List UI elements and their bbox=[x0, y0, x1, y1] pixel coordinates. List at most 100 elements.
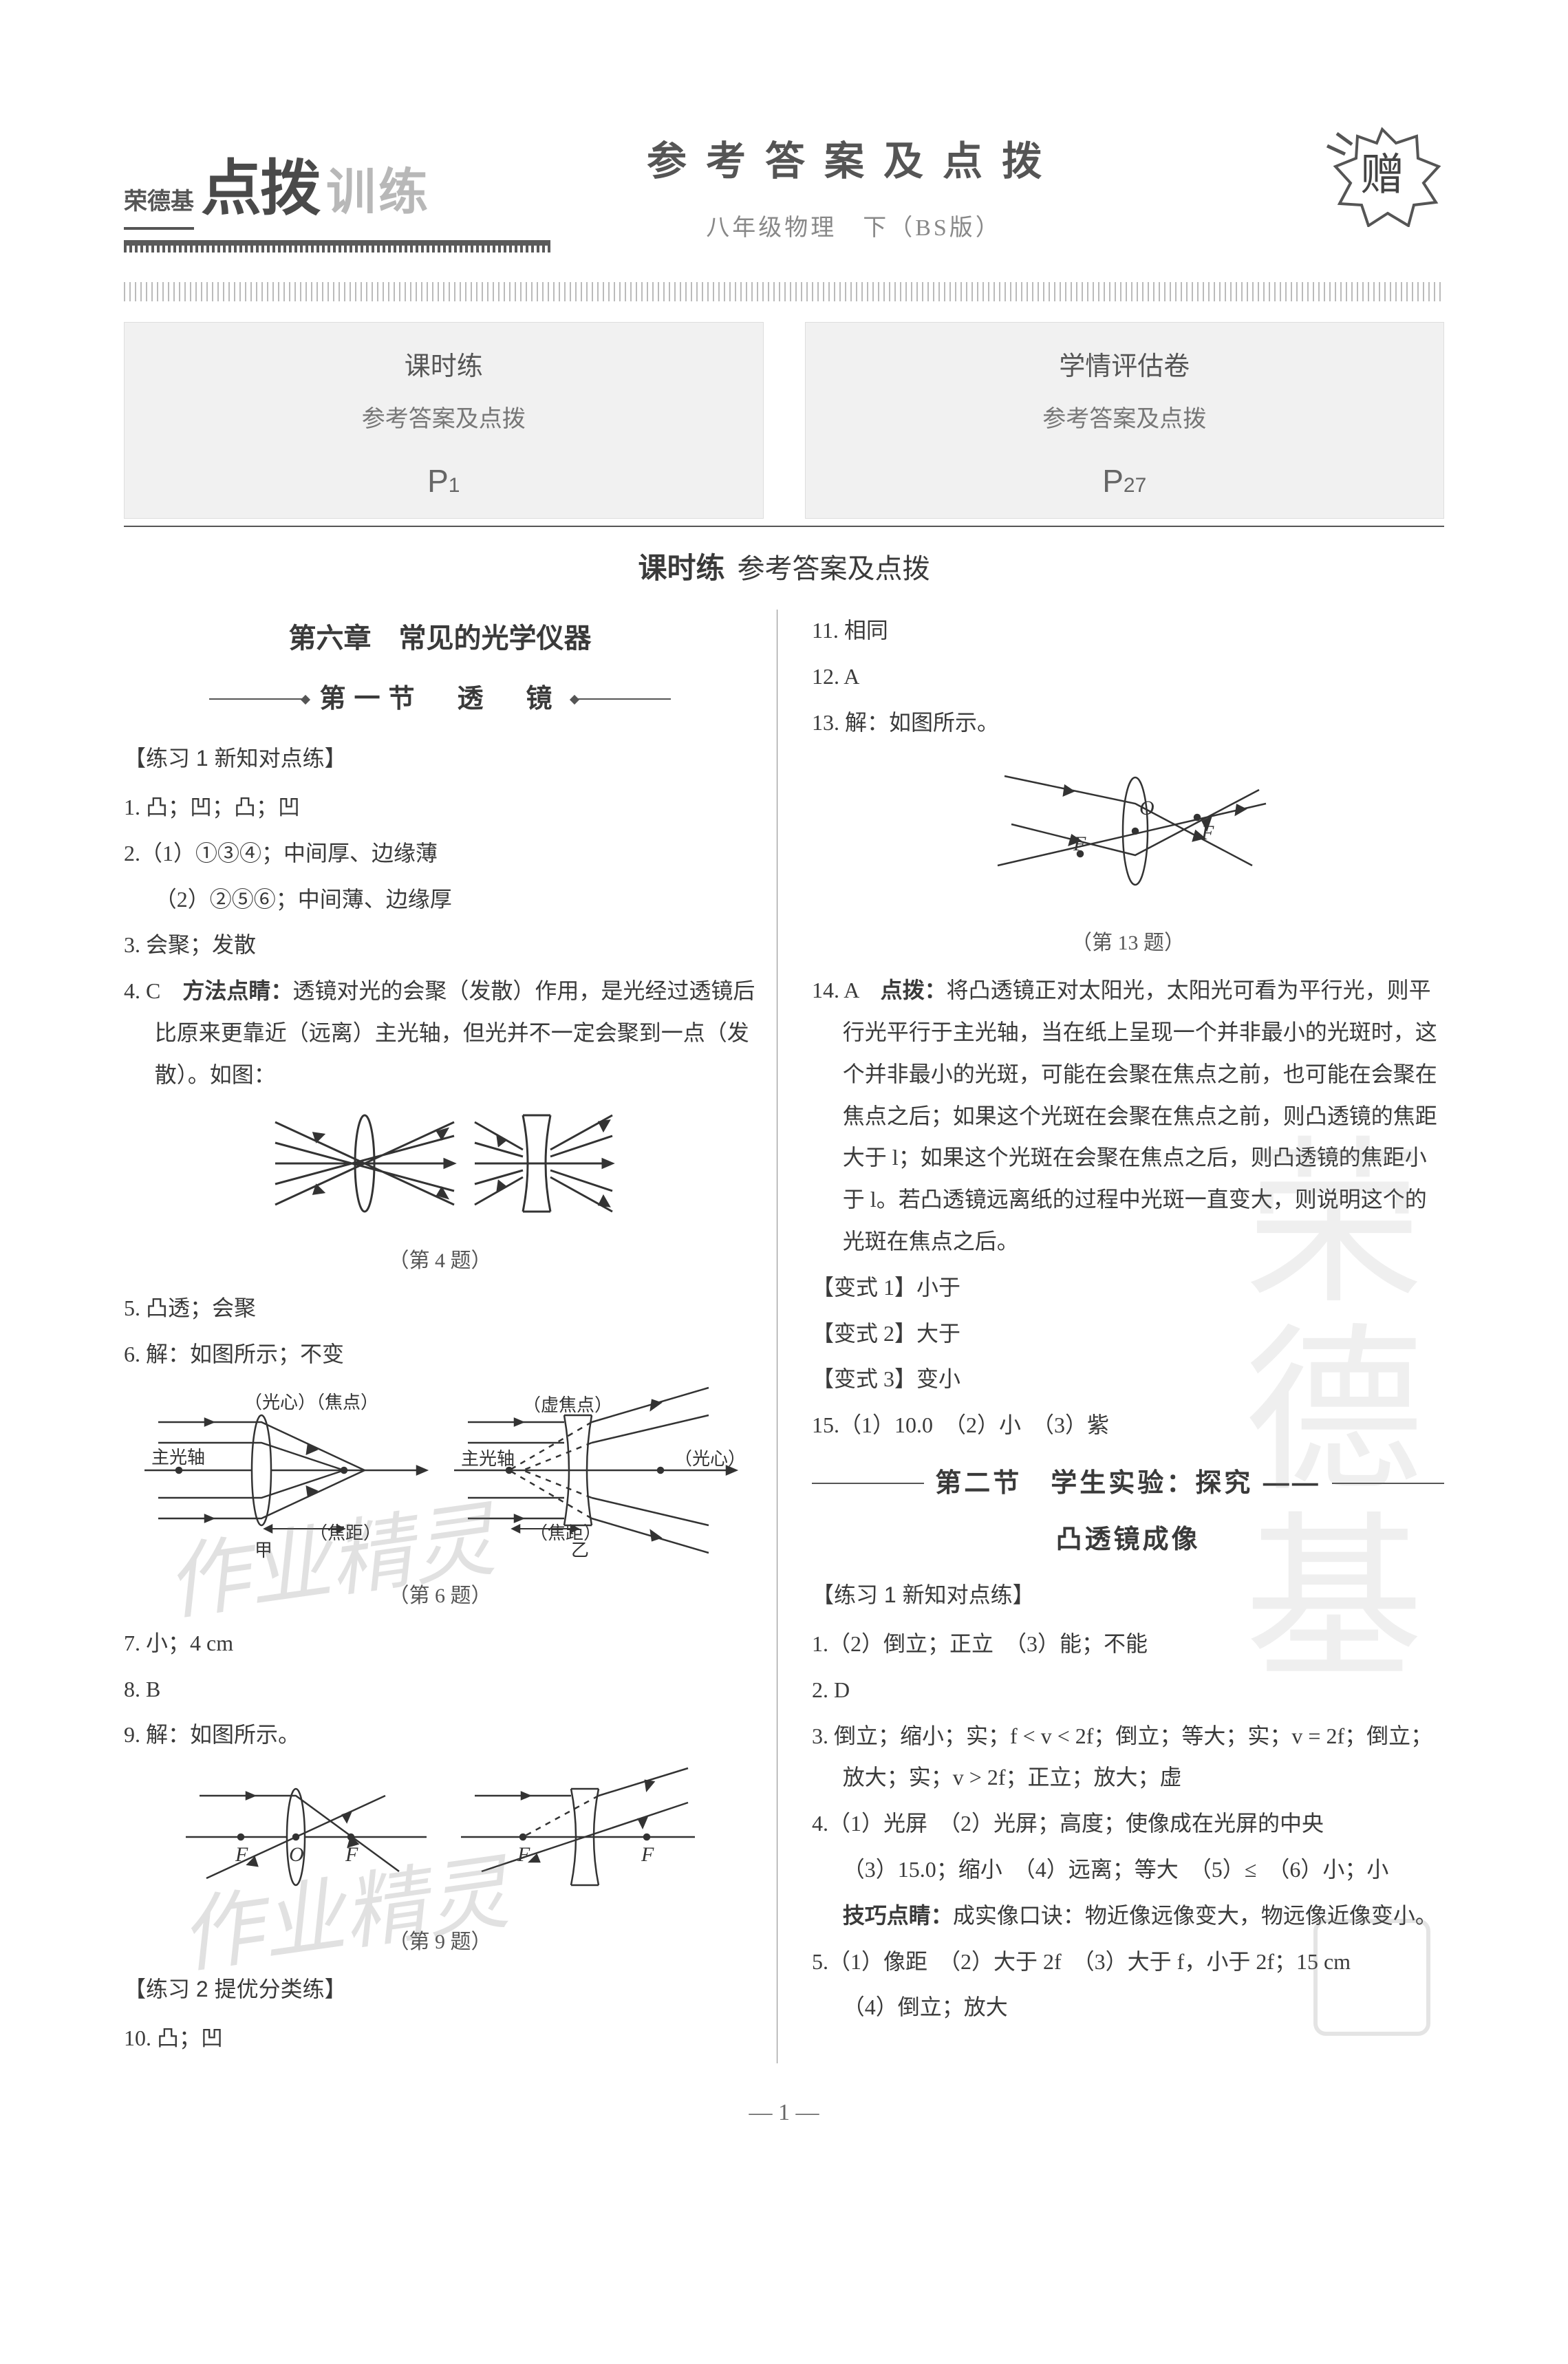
answer-3: 3. 会聚；发散 bbox=[124, 924, 756, 966]
block-label-2: 【练习 2 提优分类练】 bbox=[124, 1968, 756, 2010]
answer-2b: （2）②⑤⑥；中间薄、边缘厚 bbox=[124, 879, 756, 921]
decor-bar bbox=[1332, 1483, 1444, 1484]
svg-text:甲: 甲 bbox=[255, 1540, 272, 1560]
answer-4: 4. C 方法点睛：透镜对光的会聚（发散）作用，是光经过透镜后比原来更靠近（远离… bbox=[124, 970, 756, 1095]
answer-1: 1. 凸；凹；凸；凹 bbox=[124, 786, 756, 828]
figure-q4 bbox=[124, 1102, 756, 1239]
answer-10: 10. 凸；凹 bbox=[124, 2017, 756, 2059]
figure-q4-caption: （第 4 题） bbox=[124, 1241, 756, 1280]
left-column: 第六章 常见的光学仪器 第一节 透 镜 【练习 1 新知对点练】 1. 凸；凹；… bbox=[124, 610, 777, 2063]
chapter-title: 第六章 常见的光学仪器 bbox=[124, 612, 756, 665]
svg-text:主光轴: 主光轴 bbox=[151, 1448, 205, 1468]
answers-right-1: 11. 相同 12. A 13. 解：如图所示。 bbox=[812, 610, 1444, 743]
answer-13: 13. 解：如图所示。 bbox=[812, 702, 1444, 744]
answer-14-value: 14. A bbox=[812, 978, 881, 1002]
figure-q13: F O F bbox=[812, 749, 1444, 921]
svg-text:（光心）: （光心） bbox=[674, 1449, 743, 1469]
hint-label: 点拨： bbox=[881, 978, 947, 1002]
svg-text:F: F bbox=[1073, 832, 1086, 855]
answer-b2: 2. D bbox=[812, 1669, 1444, 1711]
tab-page-num: 27 bbox=[1124, 474, 1146, 497]
gift-stamp-icon: 赠 bbox=[1320, 124, 1444, 227]
answer-6-text: 6. 解：如图所示；不变 bbox=[124, 1342, 344, 1366]
header-banner: 荣德基 点拨 训练 参考答案及点拨 八年级物理 下（BS版） 赠 bbox=[124, 103, 1444, 255]
answer-2a: 2.（1）①③④；中间厚、边缘薄 bbox=[124, 832, 756, 874]
answer-11: 11. 相同 bbox=[812, 610, 1444, 652]
footer-page-number: — 1 — bbox=[124, 2091, 1444, 2136]
variant-1: 【变式 1】小于 bbox=[812, 1267, 1444, 1309]
tab-title: 学情评估卷 bbox=[806, 342, 1444, 391]
hint-text: 成实像口诀：物近像远像变大，物远像近像变小。 bbox=[953, 1903, 1437, 1928]
svg-text:F: F bbox=[345, 1843, 358, 1866]
figure-q6: 主光轴 （光心）（焦点） （焦距） 甲 bbox=[124, 1381, 756, 1573]
svg-text:F: F bbox=[235, 1843, 248, 1866]
section-2-title-l1: 第二节 学生实验：探究 —— bbox=[935, 1459, 1321, 1508]
answer-5: 5. 凸透；会聚 bbox=[124, 1287, 756, 1329]
answers-right-3: 1.（2）倒立；正立 （3）能；不能 2. D 3. 倒立；缩小；实；f < v… bbox=[812, 1623, 1444, 2028]
tab-page-prefix: P bbox=[427, 463, 449, 499]
brand-logo: 荣德基 bbox=[124, 180, 194, 230]
figure-q9-caption: （第 9 题） bbox=[124, 1922, 756, 1962]
section-2-divider: 第二节 学生实验：探究 —— bbox=[812, 1459, 1444, 1508]
tick-ruler bbox=[124, 282, 1444, 301]
tab-page-prefix: P bbox=[1102, 463, 1124, 499]
svg-text:O: O bbox=[1139, 797, 1154, 819]
answers-left-2: 5. 凸透；会聚 6. 解：如图所示；不变 bbox=[124, 1287, 756, 1375]
svg-text:（焦距）: （焦距） bbox=[530, 1523, 601, 1543]
tab-card-exam: 学情评估卷 参考答案及点拨 P27 bbox=[805, 322, 1445, 519]
figure-q9: F O F F bbox=[124, 1761, 756, 1920]
brand-title-sub: 训练 bbox=[326, 146, 431, 240]
block-label-r1: 【练习 1 新知对点练】 bbox=[812, 1574, 1444, 1616]
tab-subtitle: 参考答案及点拨 bbox=[806, 397, 1444, 442]
answer-4-value: 4. C bbox=[124, 978, 182, 1003]
section-heading-bold: 课时练 bbox=[638, 552, 724, 584]
svg-text:主光轴: 主光轴 bbox=[461, 1449, 515, 1469]
answer-b5-l1: 5.（1）像距 （2）大于 2f （3）大于 f，小于 2f；15 cm bbox=[812, 1941, 1444, 1983]
page-root: 荣德基 点拨 训练 参考答案及点拨 八年级物理 下（BS版） 赠 课时练 参考答… bbox=[0, 0, 1568, 2190]
svg-text:F: F bbox=[1201, 821, 1214, 844]
figure-q13-caption: （第 13 题） bbox=[812, 923, 1444, 963]
header-main: 参考答案及点拨 八年级物理 下（BS版） bbox=[647, 124, 1061, 251]
variant-2: 【变式 2】大于 bbox=[812, 1313, 1444, 1355]
answer-14: 14. A 点拨：将凸透镜正对太阳光，太阳光可看为平行光，则平行光平行于主光轴，… bbox=[812, 969, 1444, 1262]
answer-12: 12. A bbox=[812, 656, 1444, 698]
answer-7: 7. 小；4 cm bbox=[124, 1622, 756, 1664]
decor-bar bbox=[209, 698, 305, 700]
answer-b4-l2: （3）15.0；缩小 （4）远离；等大 （5）≤ （6）小；小 bbox=[812, 1849, 1444, 1891]
brand-underline bbox=[124, 240, 550, 252]
svg-text:（虚焦点）: （虚焦点） bbox=[523, 1395, 612, 1415]
svg-text:（焦距）: （焦距） bbox=[310, 1523, 381, 1543]
tab-card-lesson: 课时练 参考答案及点拨 P1 bbox=[124, 322, 764, 519]
block-label-1: 【练习 1 新知对点练】 bbox=[124, 738, 756, 780]
answers-left-3: 7. 小；4 cm 8. B 9. 解：如图所示。 bbox=[124, 1622, 756, 1756]
answer-b1: 1.（2）倒立；正立 （3）能；不能 bbox=[812, 1623, 1444, 1665]
section-heading: 课时练 参考答案及点拨 bbox=[124, 541, 1444, 596]
tab-title: 课时练 bbox=[125, 342, 763, 391]
hint-label: 技巧点睛： bbox=[843, 1903, 953, 1928]
section-heading-rest: 参考答案及点拨 bbox=[738, 554, 930, 584]
svg-text:O: O bbox=[289, 1843, 304, 1866]
section-2-title-l2: 凸透镜成像 bbox=[812, 1515, 1444, 1565]
answer-14-explain: 将凸透镜正对太阳光，太阳光可看为平行光，则平行光平行于主光轴，当在纸上呈现一个并… bbox=[843, 978, 1437, 1254]
tab-page: P27 bbox=[806, 451, 1444, 511]
answer-9: 9. 解：如图所示。 bbox=[124, 1714, 756, 1756]
right-column: 荣德基 11. 相同 12. A 13. 解：如图所示。 bbox=[805, 610, 1444, 2063]
tabs-row: 课时练 参考答案及点拨 P1 学情评估卷 参考答案及点拨 P27 bbox=[124, 322, 1444, 519]
answer-b5-l2: （4）倒立；放大 bbox=[812, 1986, 1444, 2028]
svg-text:（光心）（焦点）: （光心）（焦点） bbox=[244, 1393, 378, 1412]
section-1-title: 第一节 透 镜 bbox=[124, 674, 756, 724]
tab-page: P1 bbox=[125, 451, 763, 511]
header-sub-title: 八年级物理 下（BS版） bbox=[647, 206, 1061, 251]
figure-q6-caption: （第 6 题） bbox=[124, 1576, 756, 1615]
answer-6: 6. 解：如图所示；不变 bbox=[124, 1333, 756, 1375]
svg-text:F: F bbox=[517, 1843, 530, 1866]
tab-page-num: 1 bbox=[449, 474, 460, 497]
answer-8: 8. B bbox=[124, 1668, 756, 1710]
answers-left-4: 10. 凸；凹 bbox=[124, 2017, 756, 2059]
answer-b4-l1: 4.（1）光屏 （2）光屏；高度；使像成在光屏的中央 bbox=[812, 1803, 1444, 1845]
header-main-title: 参考答案及点拨 bbox=[647, 124, 1061, 200]
hint-label: 方法点睛： bbox=[182, 978, 292, 1003]
answers-left: 1. 凸；凹；凸；凹 2.（1）①③④；中间厚、边缘薄 （2）②⑤⑥；中间薄、边… bbox=[124, 786, 756, 1096]
variant-3: 【变式 3】变小 bbox=[812, 1358, 1444, 1400]
brand-block: 荣德基 点拨 训练 bbox=[124, 131, 431, 246]
